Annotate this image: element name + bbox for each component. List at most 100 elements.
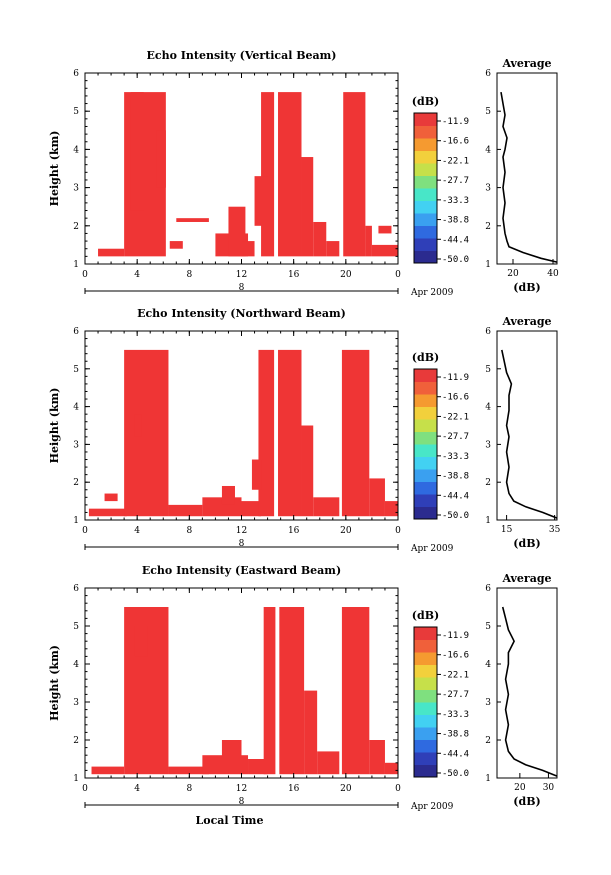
echo-region [304, 690, 318, 775]
colorbar-tick-label: -27.7 [442, 690, 469, 700]
avg-y-tick-label: 2 [485, 222, 491, 232]
panel-title: Echo Intensity (Northward Beam) [137, 307, 346, 320]
x-tick-label: 0 [82, 526, 88, 536]
x-tick-label: 0 [395, 270, 401, 280]
colorbar-tick-label: -44.4 [442, 749, 469, 759]
echo-region [241, 241, 255, 257]
colorbar-segment [414, 406, 437, 420]
panel-title: Echo Intensity (Vertical Beam) [146, 49, 336, 62]
colorbar-segment [414, 739, 437, 753]
colorbar-tick-label: -38.8 [442, 472, 469, 482]
echo-region [104, 493, 118, 502]
echo-region [202, 755, 249, 775]
y-tick-label: 3 [73, 440, 79, 450]
echo-region [313, 221, 327, 257]
y-tick-label: 6 [73, 327, 79, 337]
colorbar-segment [414, 764, 437, 778]
avg-y-tick-label: 3 [485, 184, 491, 194]
avg-y-tick-label: 4 [485, 145, 491, 155]
colorbar-segment [414, 175, 437, 189]
avg-y-tick-label: 3 [485, 698, 491, 708]
echo-region [169, 241, 183, 249]
y-tick-label: 6 [73, 69, 79, 79]
avg-x-label: (dB) [513, 795, 540, 808]
colorbar-segment [414, 677, 437, 690]
colorbar-tick-label: -16.6 [442, 393, 469, 403]
x-tick-label: 8 [186, 526, 192, 536]
echo-region [251, 459, 262, 490]
avg-profile-line [501, 606, 558, 777]
echo-region [221, 740, 242, 759]
echo-region [258, 349, 275, 517]
date-label: Apr 2009 [410, 544, 454, 554]
day-label: 8 [239, 539, 245, 549]
avg-profile-line [500, 91, 558, 263]
x-tick-label: 0 [82, 784, 88, 794]
x-tick-label: 0 [82, 270, 88, 280]
colorbar-segment [414, 481, 437, 495]
avg-y-tick-label: 1 [485, 774, 491, 784]
colorbar-tick-label: -50.0 [442, 255, 469, 265]
colorbar-segment [414, 250, 437, 264]
avg-y-tick-label: 6 [485, 327, 491, 337]
colorbar-segment [414, 225, 437, 239]
colorbar-tick-label: -22.1 [442, 156, 469, 166]
colorbar-tick-label: -27.7 [442, 176, 469, 186]
colorbar-segment [414, 369, 437, 382]
echo-region [263, 607, 276, 775]
avg-y-tick-label: 5 [485, 107, 491, 117]
colorbar-segment [414, 444, 437, 457]
colorbar-tick-label: -38.8 [442, 216, 469, 226]
colorbar-segment [414, 113, 437, 126]
avg-x-tick-label: 15 [501, 525, 513, 535]
panel-1 [84, 72, 558, 294]
colorbar-segment [414, 238, 437, 251]
colorbar-segment [414, 664, 437, 678]
colorbar-tick-label: -38.8 [442, 730, 469, 740]
colorbar-tick-label: -22.1 [442, 412, 469, 422]
colorbar-tick-label: -33.3 [442, 452, 469, 462]
colorbar-segment [414, 125, 437, 139]
date-label: Apr 2009 [410, 288, 454, 298]
echo-region [384, 762, 398, 775]
x-tick-label: 4 [134, 526, 140, 536]
colorbar-tick-label: -11.9 [442, 631, 469, 641]
x-tick-label: 12 [236, 270, 247, 280]
x-tick-label: 12 [236, 526, 247, 536]
colorbar-segment [414, 431, 437, 445]
avg-y-tick-label: 6 [485, 69, 491, 79]
y-tick-label: 3 [73, 184, 79, 194]
colorbar-segment [414, 689, 437, 703]
echo-region [176, 218, 209, 222]
echo-region [313, 497, 340, 517]
avg-title: Average [501, 57, 551, 70]
x-tick-label: 12 [236, 784, 247, 794]
y-tick-label: 2 [73, 736, 79, 746]
y-tick-label: 2 [73, 222, 79, 232]
day-label: 8 [239, 797, 245, 807]
avg-y-tick-label: 4 [485, 660, 491, 670]
colorbar-segment [414, 200, 437, 214]
colorbar-segment [414, 150, 437, 164]
avg-frame [496, 72, 558, 265]
colorbar-segment [414, 163, 437, 176]
x-tick-label: 8 [186, 270, 192, 280]
y-tick-label: 5 [73, 365, 79, 375]
colorbar-tick-label: -50.0 [442, 511, 469, 521]
echo-region [156, 130, 166, 188]
echo-region [343, 92, 366, 257]
echo-region [279, 607, 305, 775]
avg-x-label: (dB) [513, 537, 540, 550]
avg-x-tick-label: 30 [543, 783, 555, 793]
x-axis-label: Local Time [196, 814, 264, 827]
date-label: Apr 2009 [410, 802, 454, 812]
colorbar-segment [414, 652, 437, 665]
x-tick-label: 16 [288, 270, 300, 280]
avg-y-tick-label: 3 [485, 440, 491, 450]
colorbar-unit: (dB) [412, 351, 439, 364]
echo-region [369, 740, 385, 775]
echo-region [341, 349, 370, 517]
avg-y-tick-label: 6 [485, 584, 491, 594]
echo-region [228, 206, 246, 257]
